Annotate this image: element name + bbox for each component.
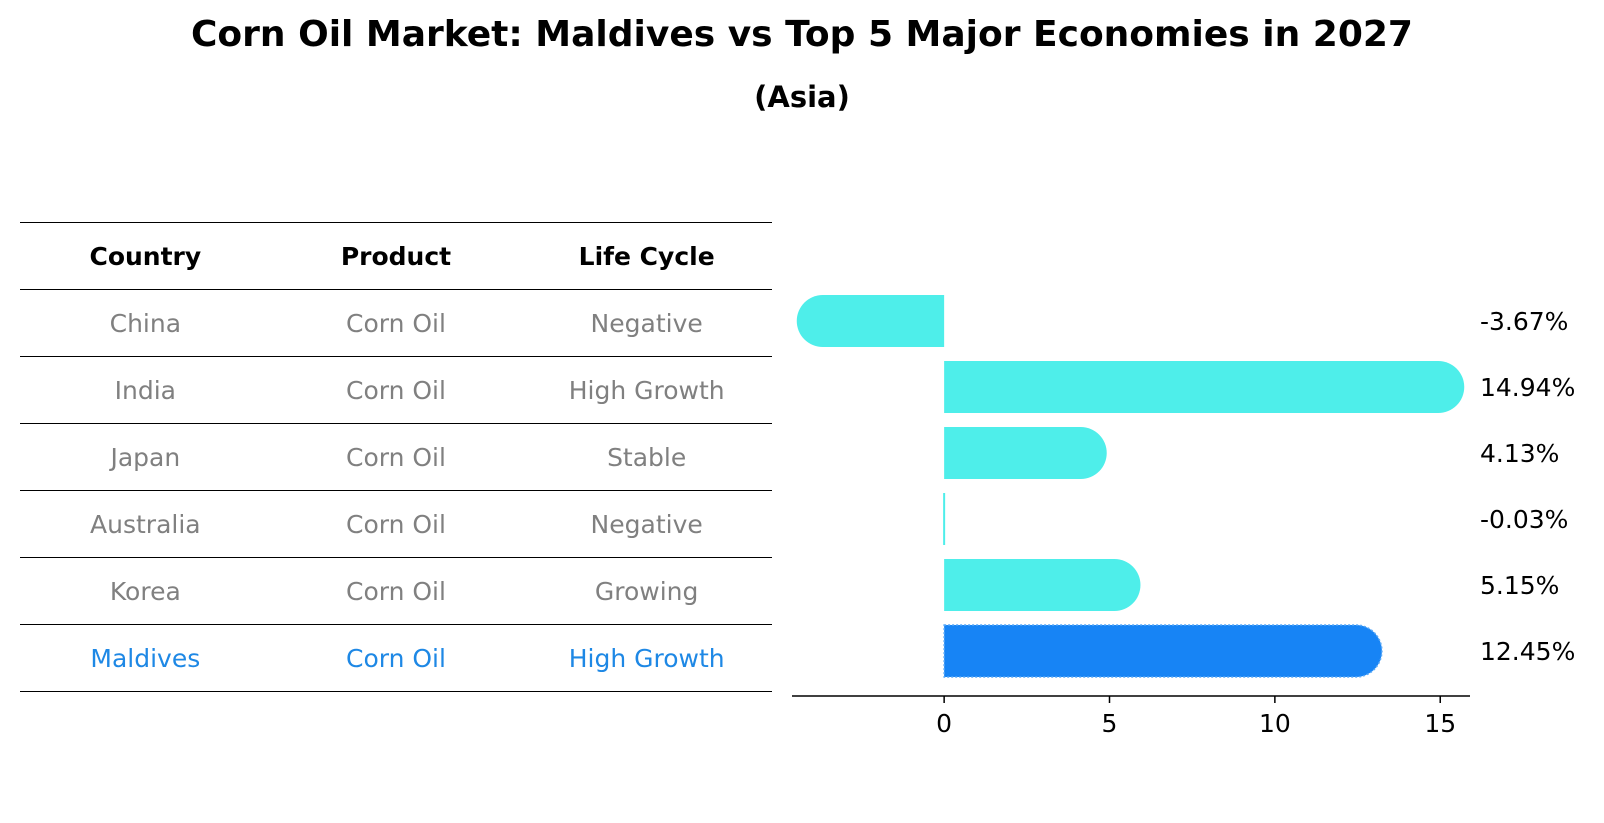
value-label: 14.94% — [1480, 373, 1575, 402]
table-row-highlight: Maldives Corn Oil High Growth — [20, 624, 772, 692]
life-cycle-cell: High Growth — [521, 624, 772, 692]
bar-korea — [944, 559, 1141, 611]
bar-shape — [944, 559, 1141, 611]
bar-japan — [944, 427, 1107, 479]
value-label: 5.15% — [1480, 571, 1559, 600]
life-cycle-cell: Stable — [521, 423, 772, 491]
product-cell: Corn Oil — [270, 624, 522, 692]
life-cycle-cell: Growing — [521, 557, 772, 625]
value-label: -0.03% — [1480, 505, 1568, 534]
product-cell: Corn Oil — [270, 289, 522, 357]
table-row: Japan Corn Oil Stable — [20, 423, 772, 491]
bar-shape — [796, 295, 945, 347]
bar-australia — [943, 493, 946, 545]
product-cell: Corn Oil — [270, 557, 522, 625]
bar-shape — [943, 624, 1383, 678]
bar-maldives — [943, 624, 1383, 678]
value-label: 12.45% — [1480, 637, 1575, 666]
country-cell: Maldives — [20, 624, 271, 692]
country-cell: India — [20, 356, 271, 424]
bar-shape — [944, 427, 1107, 479]
table-row: Korea Corn Oil Growing — [20, 557, 772, 625]
product-cell: Corn Oil — [270, 490, 522, 558]
bar-shape — [944, 361, 1465, 413]
table-header-row: Country Product Life Cycle — [20, 222, 772, 290]
header-life-cycle: Life Cycle — [521, 222, 772, 290]
chart-title: Corn Oil Market: Maldives vs Top 5 Major… — [191, 14, 1413, 55]
country-cell: China — [20, 289, 271, 357]
life-cycle-cell: High Growth — [521, 356, 772, 424]
table-row: China Corn Oil Negative — [20, 289, 772, 357]
x-tick-label: 15 — [1424, 709, 1456, 738]
value-label: 4.13% — [1480, 439, 1559, 468]
product-cell: Corn Oil — [270, 423, 522, 491]
table-row: Australia Corn Oil Negative — [20, 490, 772, 558]
header-product: Product — [270, 222, 522, 290]
header-country: Country — [20, 222, 271, 290]
x-tick-label: 5 — [1102, 709, 1118, 738]
life-cycle-cell: Negative — [521, 490, 772, 558]
table-row: India Corn Oil High Growth — [20, 356, 772, 424]
bar-india — [944, 361, 1465, 413]
value-label: -3.67% — [1480, 307, 1568, 336]
life-cycle-cell: Negative — [521, 289, 772, 357]
bar-china — [796, 295, 945, 347]
product-cell: Corn Oil — [270, 356, 522, 424]
country-cell: Japan — [20, 423, 271, 491]
x-tick-label: 10 — [1259, 709, 1291, 738]
country-cell: Korea — [20, 557, 271, 625]
info-table: Country Product Life Cycle China Corn Oi… — [20, 222, 772, 692]
country-cell: Australia — [20, 490, 271, 558]
bar-shape — [943, 493, 946, 545]
chart-subtitle: (Asia) — [754, 80, 850, 114]
x-tick-label: 0 — [936, 709, 952, 738]
